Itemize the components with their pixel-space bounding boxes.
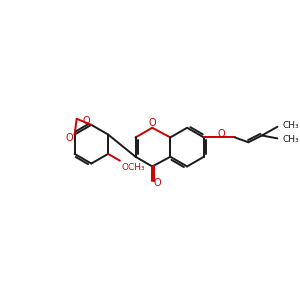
- Text: O: O: [83, 116, 90, 126]
- Text: O: O: [148, 118, 156, 128]
- Text: O: O: [66, 134, 74, 143]
- Text: O: O: [218, 129, 225, 139]
- Text: CH₃: CH₃: [283, 135, 299, 144]
- Text: OCH₃: OCH₃: [122, 163, 146, 172]
- Text: CH₃: CH₃: [283, 121, 299, 130]
- Text: O: O: [153, 178, 161, 188]
